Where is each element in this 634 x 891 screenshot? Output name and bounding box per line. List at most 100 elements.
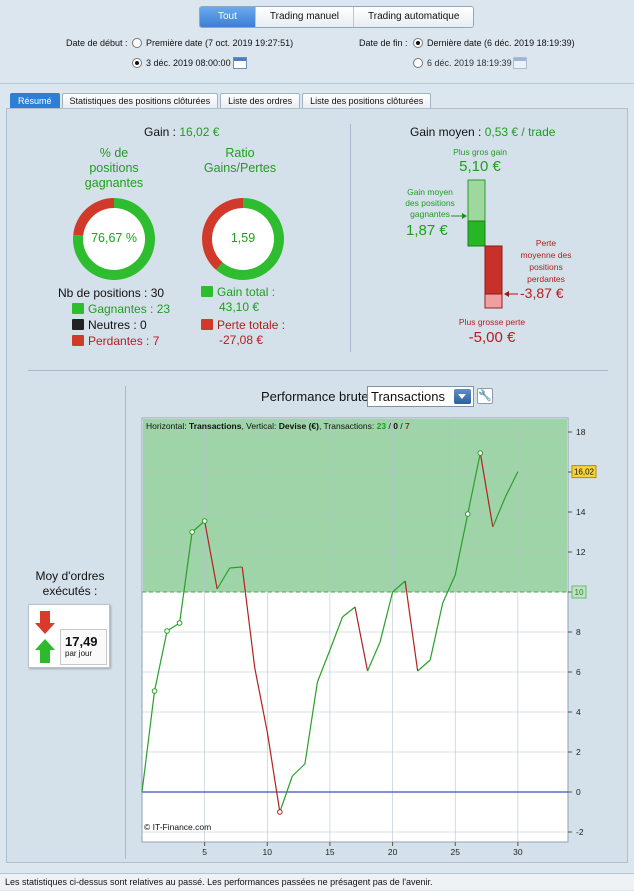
watermark: © IT-Finance.com: [144, 822, 212, 832]
series-segment: [229, 566, 243, 569]
tab-liste-ordres[interactable]: Liste des ordres: [220, 93, 301, 108]
series-segment: [479, 452, 494, 528]
series-segment: [266, 731, 281, 813]
last-value-flag: [571, 465, 597, 479]
perte-totale-value: -27,08 €: [219, 333, 264, 347]
start-date-label: Date de début :: [66, 38, 128, 48]
start-first-date-label: Première date (7 oct. 2019 19:27:51): [146, 38, 294, 48]
orders-unit: par jour: [65, 649, 93, 658]
end-custom-date-radio[interactable]: [413, 58, 423, 68]
chevron-down-icon[interactable]: [454, 389, 471, 404]
pct-title-line: gagnantes: [84, 176, 144, 190]
series-segment: [254, 667, 268, 733]
tab-statistiques[interactable]: Statistiques des positions clôturées: [61, 93, 219, 108]
series-segment: [366, 641, 381, 672]
orders-value: 17,49: [65, 634, 98, 649]
legend-perdantes: Perdantes : 7: [58, 333, 170, 349]
data-point: [151, 688, 158, 694]
y-tick-label: 2: [576, 747, 581, 757]
orders-value-box: 17,49 par jour: [60, 629, 107, 665]
data-point: [189, 529, 195, 535]
chart-info: Horizontal: Transactions, Vertical: Devi…: [146, 421, 410, 431]
end-date-label: Date de fin :: [359, 38, 408, 48]
start-custom-date-value[interactable]: 3 déc. 2019 08:00:00: [146, 58, 231, 68]
gain-total-value: 43,10 €: [219, 300, 260, 314]
gain-moyen-pos-value: 1,87 €: [406, 222, 448, 239]
series-segment: [417, 659, 431, 672]
avg-gain-arrow: [462, 213, 467, 219]
performance-type-select[interactable]: Transactions: [367, 386, 474, 407]
wrench-icon[interactable]: 🔧: [477, 388, 493, 404]
mode-segmented-control: Tout Trading manuel Trading automatique: [199, 6, 475, 28]
series-segment: [504, 471, 519, 498]
reference-label: 10: [575, 588, 584, 597]
orders-label: Moy d'ordres exécutés :: [35, 569, 105, 598]
series-segment: [467, 452, 481, 515]
order-arrows-icon: [35, 611, 55, 663]
avg-loss-arrow: [504, 291, 509, 297]
plus-grosse-perte-label: Plus grosse perte: [458, 317, 526, 327]
gain-moyen-title: Gain moyen : 0,53 € / trade: [410, 125, 555, 139]
y-tick-label: 12: [576, 547, 586, 557]
data-point: [176, 620, 183, 626]
value-flags: 16,02 10: [571, 465, 597, 599]
data-point: [464, 511, 471, 517]
end-calendar-icon[interactable]: [513, 57, 527, 69]
series-segment: [204, 520, 218, 590]
data-point: [201, 518, 208, 524]
ratio-value: 1,59: [230, 231, 256, 245]
tab-liste-positions[interactable]: Liste des positions clôturées: [302, 93, 432, 108]
legend-neutres: Neutres : 0: [58, 317, 170, 333]
legend-gain-total: Gain total :: [201, 285, 285, 300]
series-segment: [429, 602, 444, 661]
y-tick-label: 4: [576, 707, 581, 717]
start-calendar-icon[interactable]: [233, 57, 247, 69]
end-custom-date-value[interactable]: 6 déc. 2019 18:19:39: [427, 58, 512, 68]
tab-tout[interactable]: Tout: [200, 7, 255, 27]
series-segment: [316, 649, 331, 683]
series-segment: [442, 574, 456, 604]
data-point: [477, 450, 484, 456]
donut-win-arc: [216, 198, 284, 280]
gain-loss-bars: [451, 179, 518, 309]
performance-title: Performance brute: [261, 389, 369, 404]
legend-gagnantes: Gagnantes : 23: [58, 301, 170, 317]
data-point: [277, 809, 283, 815]
last-value-label: 16,02: [574, 468, 595, 477]
pct-value: 76,67 %: [91, 231, 137, 245]
gain-moyen-pos-label: Gain moyen des positions gagnantes: [405, 187, 455, 219]
gain-label: Gain :: [144, 125, 177, 139]
series-segment: [379, 591, 394, 643]
legend-perte-totale: Perte totale :: [201, 318, 285, 333]
avg-loss-bar: [484, 245, 503, 295]
series-segment: [342, 606, 356, 618]
tab-resume[interactable]: Résumé: [10, 93, 60, 108]
performance-series: [141, 450, 519, 815]
ratio-title-line: Ratio: [225, 146, 255, 160]
end-last-date-radio[interactable]: [413, 38, 423, 48]
series-segment: [392, 580, 406, 593]
donut-loss-arc: [202, 198, 243, 270]
ratio-title-line: Gains/Pertes: [203, 161, 277, 175]
plus-gros-gain-label: Plus gros gain: [453, 147, 507, 157]
reference-flag: [571, 585, 587, 599]
tab-trading-automatique[interactable]: Trading automatique: [353, 7, 474, 27]
divider: [350, 124, 351, 352]
plus-gros-gain-value: 5,10 €: [459, 158, 501, 175]
tab-trading-manuel[interactable]: Trading manuel: [254, 7, 354, 27]
divider: [0, 83, 634, 84]
x-tick-label: 15: [325, 847, 335, 857]
y-axis: -2024681012141618: [568, 427, 586, 837]
x-tick-label: 5: [202, 847, 207, 857]
totals-legend: Gain total : 43,10 € Perte totale : -27,…: [201, 285, 285, 348]
ratio-donut: [202, 198, 284, 280]
series-segment: [291, 763, 306, 777]
x-tick-label: 20: [388, 847, 398, 857]
series-segment: [454, 513, 469, 576]
start-first-date-radio[interactable]: [132, 38, 142, 48]
series-segment: [178, 531, 193, 624]
x-axis: 5 10 15 20 25 30: [202, 842, 523, 857]
start-custom-date-radio[interactable]: [132, 58, 142, 68]
perte-moyenne-value: -3,87 €: [520, 285, 564, 301]
